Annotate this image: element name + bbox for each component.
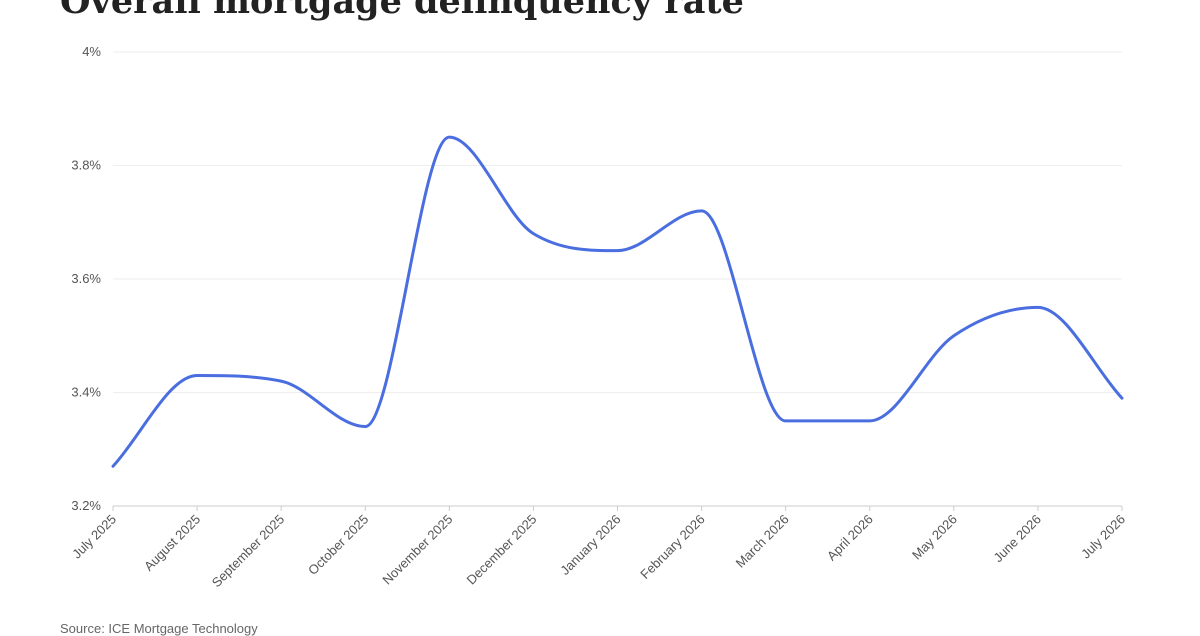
series-line: [111, 135, 1124, 468]
source-note: Source: ICE Mortgage Technology: [60, 621, 258, 636]
x-tick-label: August 2025: [141, 512, 203, 574]
x-tick-label: July 2025: [69, 512, 119, 562]
y-tick-label: 3.4%: [71, 385, 101, 400]
x-tick-label: November 2025: [379, 512, 455, 588]
x-tick-label: June 2026: [990, 512, 1044, 566]
x-tick-label: May 2026: [909, 512, 960, 563]
chart-title: Overall mortgage delinquency rate: [60, 0, 744, 22]
x-tick-label: December 2025: [464, 512, 540, 588]
x-tick-label: September 2025: [209, 512, 288, 591]
x-tick-label: January 2026: [557, 512, 623, 578]
y-tick-label: 4%: [82, 44, 101, 59]
x-tick-label: April 2026: [824, 512, 876, 564]
x-tick-label: March 2026: [733, 512, 792, 571]
y-tick-label: 3.8%: [71, 158, 101, 173]
y-tick-label: 3.6%: [71, 271, 101, 286]
x-tick-label: February 2026: [637, 512, 707, 582]
grid-lines: [113, 51, 1122, 393]
y-axis-ticks: 3.2% 3.4% 3.6% 3.8% 4%: [71, 44, 101, 513]
y-tick-label: 3.2%: [71, 498, 101, 513]
x-tick-label: October 2025: [305, 512, 371, 578]
x-axis-ticks: July 2025 August 2025 September 2025 Octobe…: [69, 506, 1128, 590]
x-tick-label: July 2026: [1078, 512, 1128, 562]
